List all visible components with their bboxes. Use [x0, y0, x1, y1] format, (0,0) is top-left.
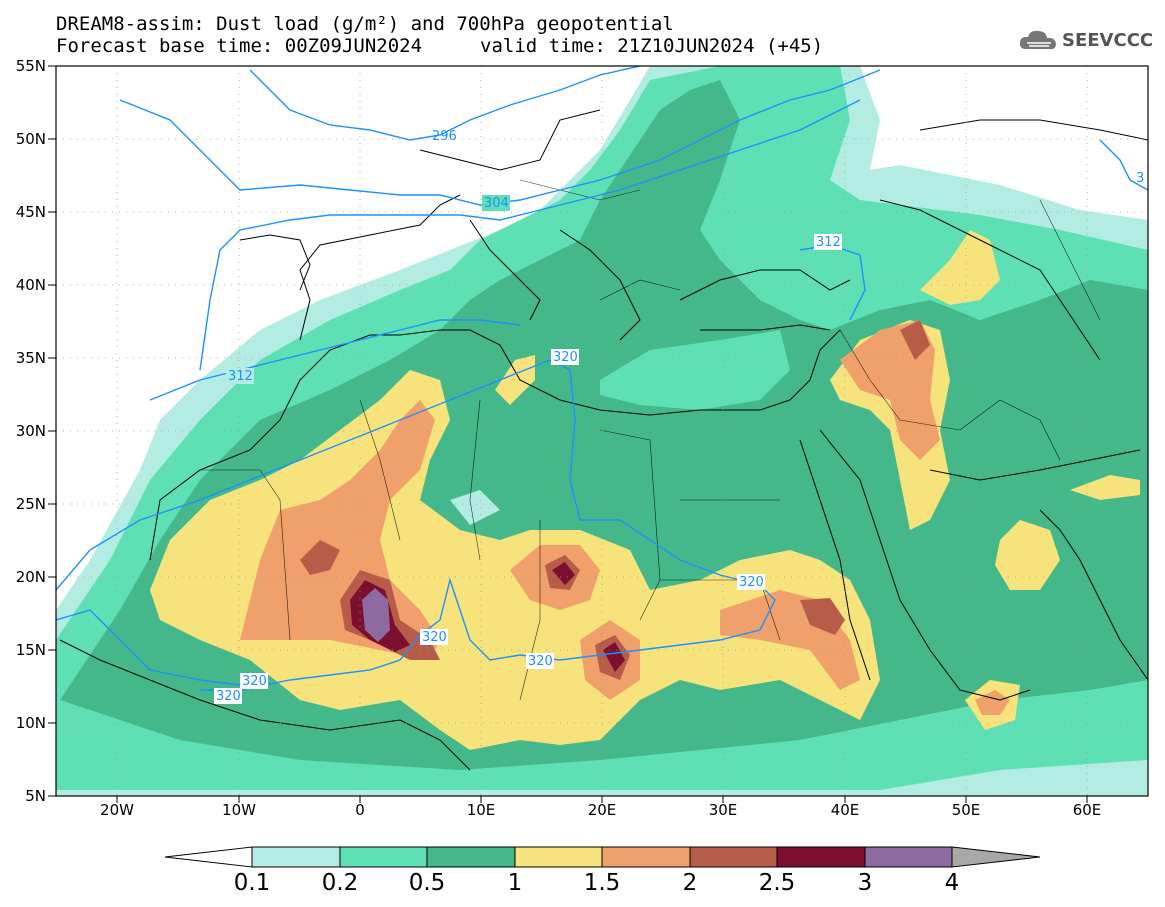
contour-label: 320: [422, 630, 447, 645]
map-area: 296 304 312 312 320 320 320 320 320 320 …: [56, 66, 1148, 796]
colorbar-tick-label: 2.5: [758, 870, 796, 896]
lat-label: 15N: [15, 641, 46, 659]
colorbar-tick-label: 1: [507, 870, 523, 896]
lat-label: 25N: [15, 495, 46, 513]
dust-band-2-ethiopia: [800, 598, 845, 635]
dust-band-1-caspian: [920, 230, 1000, 305]
lon-label: 60E: [1072, 801, 1102, 819]
borders: [200, 179, 1101, 701]
contour-label: 304: [484, 196, 509, 211]
dust-band-1-arabia: [995, 520, 1060, 590]
contour-label: 320: [553, 350, 578, 365]
contour-320-west: [56, 609, 241, 686]
lat-label: 5N: [25, 787, 46, 805]
lon-label: 20E: [587, 801, 617, 819]
colorbar: [164, 846, 1041, 868]
colorbar-tick-label: 0.5: [408, 870, 446, 896]
seevccc-logo: SEEVCCC: [1018, 26, 1153, 54]
contour-label: 312: [228, 369, 253, 384]
colorbar-tick-label: 0.1: [233, 870, 271, 896]
valid-time: valid time: 21Z10JUN2024 (+45): [480, 35, 824, 57]
dust-band-2: [300, 540, 340, 575]
contour-label: 320: [739, 575, 764, 590]
contour-label: 320: [242, 674, 267, 689]
contour-296: [249, 66, 641, 141]
dust-band-2.5-chad: [552, 562, 575, 585]
lon-label: 0: [355, 801, 365, 819]
colorbar-low-arrow: [164, 846, 253, 868]
lat-label: 50N: [15, 130, 46, 148]
lon-label: 40E: [830, 801, 860, 819]
dust-band-3: [362, 588, 390, 642]
contour-labels: 296 304 312 312 320 320 320 320 320 320 …: [214, 129, 1144, 704]
lon-label: 10E: [466, 801, 496, 819]
cloud-icon: [1019, 30, 1056, 50]
logo-text: SEEVCCC: [1062, 29, 1154, 51]
lat-label: 30N: [15, 422, 46, 440]
contour-3-ne: [1099, 139, 1148, 191]
clear-mid: [450, 490, 500, 525]
lon-label: 10W: [222, 801, 256, 819]
contour-label: 3: [1136, 171, 1144, 186]
lat-label: 10N: [15, 714, 46, 732]
dust-band-1-tunisia: [495, 355, 535, 405]
colorbar-tick-label: 4: [944, 870, 960, 896]
contour-label: 320: [528, 654, 553, 669]
dust-band-1: [150, 370, 880, 750]
colorbar-tick-label: 0.2: [321, 870, 359, 896]
contour-312: [199, 99, 861, 371]
lat-label: 20N: [15, 568, 46, 586]
dust-band-2.5-sudan: [603, 642, 625, 672]
tick-marks: [48, 65, 1088, 803]
contour-320-main: [56, 359, 776, 691]
contour-label: 296: [432, 129, 457, 144]
lat-label: 45N: [15, 203, 46, 221]
colorbar-tick-label: 3: [857, 870, 873, 896]
map-title: DREAM8-assim: Dust load (g/m²) and 700hP…: [56, 13, 674, 35]
graticule: [56, 66, 1148, 796]
lon-label: 50E: [951, 801, 981, 819]
lat-label: 55N: [15, 57, 46, 75]
lon-label: 20W: [100, 801, 134, 819]
colorbar-tick-label: 1.5: [583, 870, 621, 896]
coastlines: [59, 109, 1148, 771]
contour-312-left: [149, 319, 521, 401]
dust-band-1-gulf: [1070, 475, 1140, 500]
contour-label: 312: [816, 235, 841, 250]
clear-med: [600, 330, 790, 410]
forecast-base-time: Forecast base time: 00Z09JUN2024: [56, 35, 423, 57]
lon-label: 30E: [708, 801, 738, 819]
lat-label: 40N: [15, 276, 46, 294]
colorbar-high-arrow: [951, 846, 1041, 868]
dust-band-2-iraq: [900, 320, 930, 360]
colorbar-tick-label: 2: [682, 870, 698, 896]
lat-label: 35N: [15, 349, 46, 367]
contour-label: 320: [216, 689, 241, 704]
